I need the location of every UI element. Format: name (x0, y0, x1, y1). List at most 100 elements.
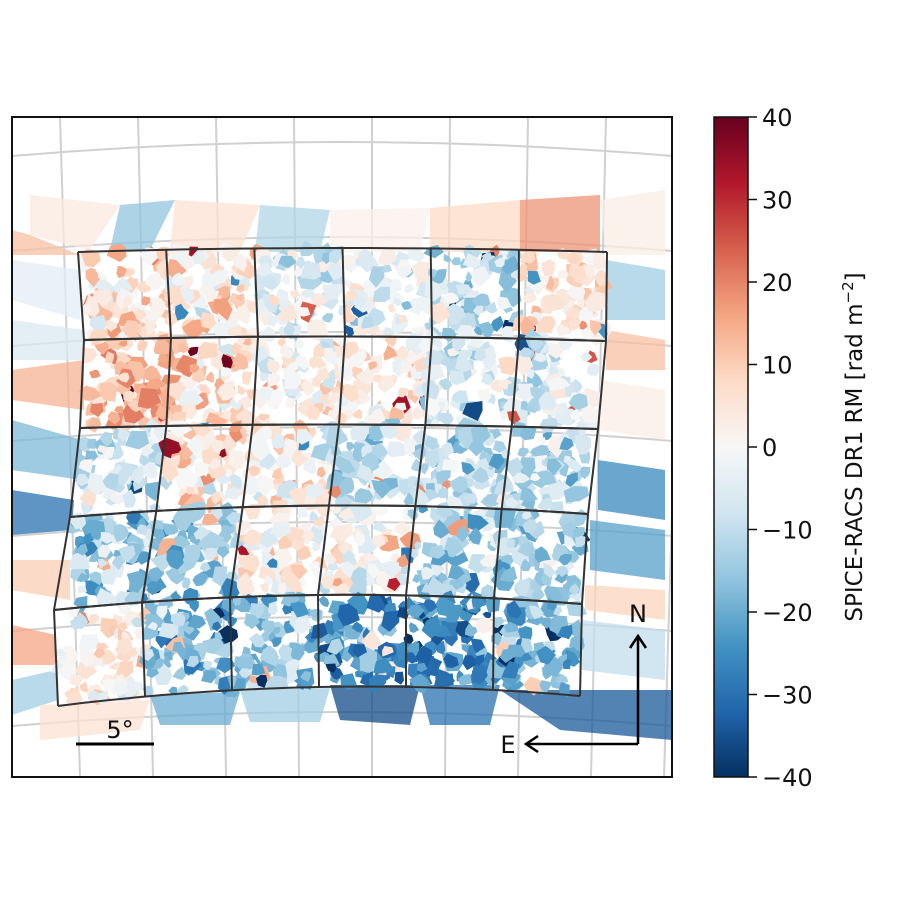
rm-cell (215, 286, 231, 299)
rm-cell (519, 251, 536, 264)
rm-cell (457, 674, 472, 686)
tile-border-side (69, 427, 81, 518)
rm-cell (191, 249, 205, 265)
rm-cell (441, 459, 460, 474)
rm-cell (332, 578, 343, 587)
coordinate-grid-line (12, 807, 672, 821)
rm-cell (575, 536, 588, 548)
rm-cell (492, 440, 507, 453)
rm-cell (438, 412, 454, 427)
rm-cell (582, 264, 596, 279)
colorbar: 40 30 20 10 0 −10 −20 −30 −40 SPICE-RACS DR1 RM … (713, 104, 868, 792)
rm-cell (481, 252, 492, 261)
rm-cell (474, 654, 485, 666)
rm-cell (138, 365, 163, 382)
rm-cell (288, 487, 308, 508)
rm-cell (338, 507, 355, 521)
rm-cell (579, 466, 591, 480)
rm-cell (79, 490, 97, 508)
rm-cell (371, 498, 389, 517)
rm-cell (557, 566, 568, 578)
rm-cell (433, 669, 455, 687)
rm-cell (81, 249, 101, 268)
rm-cell (225, 486, 239, 500)
colorbar-tick-label: −20 (762, 599, 813, 627)
rm-cell (281, 273, 290, 286)
rm-cell (124, 267, 135, 277)
rm-cell (296, 507, 310, 518)
rm-cell (182, 577, 191, 590)
coordinate-grid-line (663, 479, 672, 777)
rm-cell (296, 307, 311, 317)
rm-cell (320, 575, 337, 590)
rm-cell (144, 273, 164, 291)
rm-cell (186, 486, 195, 495)
rm-cell (113, 405, 124, 415)
rm-cell (352, 644, 367, 658)
rm-cell (329, 523, 353, 542)
rm-cell (136, 524, 148, 536)
rm-cell (100, 531, 115, 544)
rm-cell (539, 470, 557, 486)
rm-cell (98, 270, 108, 280)
halo-wedge (40, 700, 150, 740)
rm-cell (316, 466, 326, 478)
rm-cell (382, 645, 394, 657)
rm-cell (97, 444, 109, 454)
rm-cell (94, 343, 108, 355)
tile-border-side (341, 247, 346, 337)
rm-cell (410, 458, 421, 472)
rm-cell (379, 423, 399, 440)
rm-cell (481, 373, 494, 386)
rm-cell (439, 583, 458, 596)
rm-cell (326, 260, 343, 281)
rm-cell (534, 546, 551, 563)
tile-border-side (229, 506, 244, 598)
halo-wedge (170, 200, 260, 252)
rm-cell (237, 545, 250, 557)
rm-cell (123, 295, 133, 307)
rm-cell (301, 530, 315, 541)
rm-cell (231, 342, 242, 355)
rm-cell (386, 441, 407, 458)
tile-border-side (77, 251, 85, 341)
rm-cell (137, 340, 149, 352)
rm-cell (150, 297, 167, 318)
rm-cell (122, 320, 139, 342)
rm-cell (213, 298, 233, 321)
rm-cell (180, 287, 195, 303)
rm-cell (135, 308, 147, 320)
rm-cell (156, 605, 168, 620)
tile-border-side (492, 598, 495, 690)
rm-cell (481, 584, 494, 597)
rm-cell (310, 622, 328, 639)
rm-cell (441, 327, 457, 342)
rm-cell (348, 580, 367, 598)
rm-cell (372, 521, 387, 533)
rm-cell (306, 405, 321, 420)
rm-cell (421, 566, 436, 580)
rm-cell (259, 583, 269, 594)
rm-cell (494, 257, 505, 267)
rm-cell (370, 443, 388, 459)
rm-cell (474, 617, 493, 634)
rm-cell (507, 382, 520, 397)
rm-cell (96, 587, 118, 606)
rm-cell (506, 538, 516, 548)
rm-cell (546, 600, 558, 611)
rm-cell (206, 290, 220, 303)
survey-tile-borders (53, 247, 608, 707)
rm-cell (485, 595, 501, 613)
halo-wedge (150, 692, 240, 725)
colorbar-ticks: 40 30 20 10 0 −10 −20 −30 −40 (748, 104, 813, 792)
rm-cell (383, 327, 396, 336)
halo-wedge (12, 360, 84, 410)
rm-cell (435, 470, 451, 485)
rm-cell (503, 396, 522, 417)
halo-wedge (520, 195, 600, 252)
rm-cell (204, 371, 215, 383)
rm-cell (443, 303, 466, 326)
rm-cell (243, 477, 260, 495)
rm-cell (211, 439, 224, 454)
rm-cell (261, 620, 275, 634)
